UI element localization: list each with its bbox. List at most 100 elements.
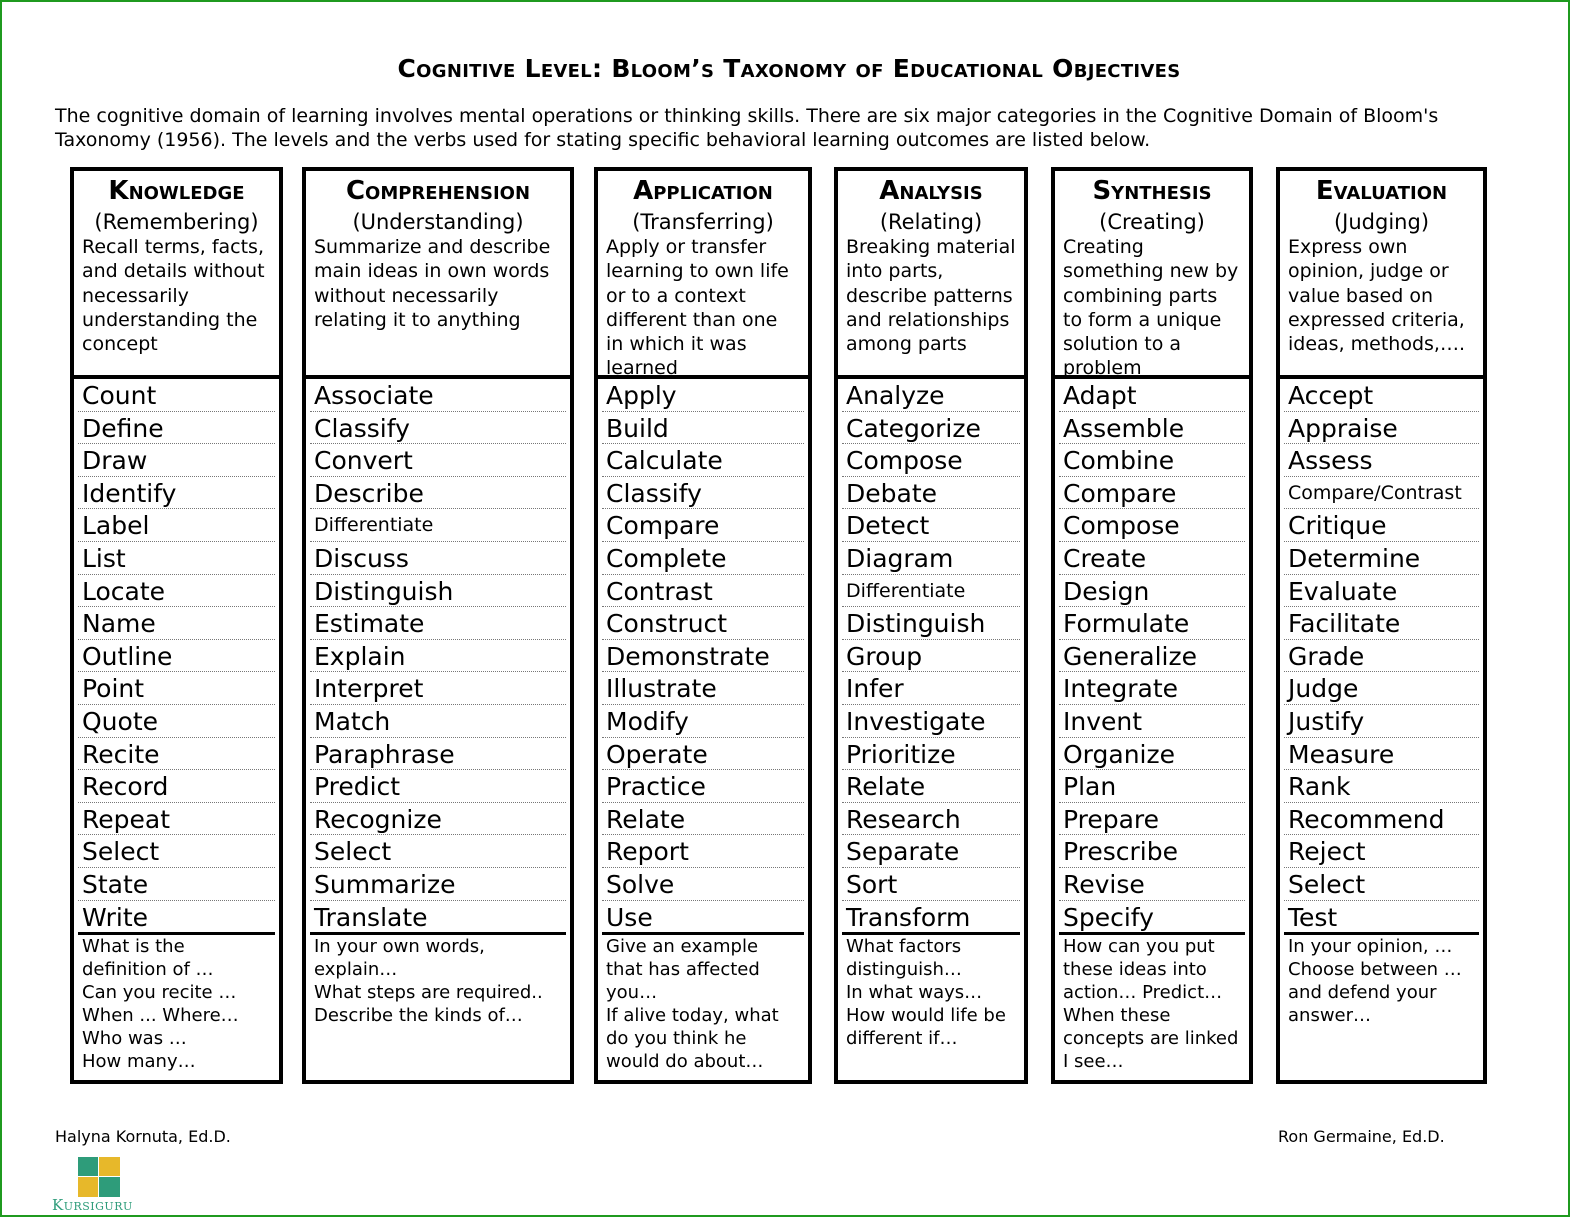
level-description: Recall terms, facts, and details without… — [82, 236, 265, 356]
verb-item: Report — [602, 835, 804, 868]
verb-item: Determine — [1284, 542, 1479, 575]
question-prompt: When these concepts are linked I see… — [1063, 1005, 1239, 1073]
verb-item: Test — [1284, 901, 1479, 936]
verb-item: Name — [78, 607, 275, 640]
verb-item: Predict — [310, 770, 566, 803]
verb-item: Discuss — [310, 542, 566, 575]
verb-item: Invent — [1059, 705, 1245, 738]
verb-item: Justify — [1284, 705, 1479, 738]
verb-item: Complete — [602, 542, 804, 575]
verb-item: Investigate — [842, 705, 1020, 738]
level-name: Application — [633, 176, 773, 206]
logo-text: Kursiguru — [52, 1196, 133, 1214]
question-prompt: When ... Where… — [82, 1005, 239, 1027]
verb-item: Integrate — [1059, 672, 1245, 705]
question-prompt: In your opinion, … — [1288, 936, 1453, 958]
question-prompt: What factors distinguish… — [846, 936, 962, 981]
level-subtitle: (Understanding) — [352, 210, 524, 234]
verb-item: Convert — [310, 444, 566, 477]
verb-item: Differentiate — [842, 575, 1020, 608]
verb-item: Create — [1059, 542, 1245, 575]
question-prompts: In your opinion, … Choose between … and d… — [1280, 935, 1483, 1027]
verb-item: Differentiate — [310, 509, 566, 542]
verb-item: Describe — [310, 477, 566, 510]
verb-item: Evaluate — [1284, 575, 1479, 608]
author-left: Halyna Kornuta, Ed.D. — [55, 1127, 231, 1146]
question-prompt: Give an example that has affected you… — [606, 936, 760, 1004]
verb-item: Sort — [842, 868, 1020, 901]
verb-item: Design — [1059, 575, 1245, 608]
question-prompts: What factors distinguish… In what ways… Ho… — [838, 935, 1024, 1050]
puzzle-logo-icon — [78, 1157, 120, 1197]
verb-item: Prioritize — [842, 738, 1020, 771]
verb-item: Select — [78, 835, 275, 868]
page-title: Cognitive Level: Bloom’s Taxonomy of Edu… — [397, 54, 1181, 83]
verb-item: Paraphrase — [310, 738, 566, 771]
verb-item: Distinguish — [310, 575, 566, 608]
question-prompts: How can you put these ideas into action…… — [1055, 935, 1249, 1073]
column-header: Synthesis (Creating) Creating something … — [1055, 171, 1249, 379]
verb-item: Assess — [1284, 444, 1479, 477]
verb-item: Contrast — [602, 575, 804, 608]
verb-item: Specify — [1059, 901, 1245, 936]
verb-item: Recite — [78, 738, 275, 771]
verb-item: Illustrate — [602, 672, 804, 705]
verb-item: Count — [78, 379, 275, 412]
column-synthesis: Synthesis (Creating) Creating something … — [1051, 167, 1253, 1084]
question-prompt: Can you recite … — [82, 982, 237, 1004]
verb-item: Write — [78, 901, 275, 936]
column-knowledge: Knowledge (Remembering) Recall terms, fa… — [70, 167, 283, 1084]
column-header: Knowledge (Remembering) Recall terms, fa… — [74, 171, 279, 379]
verb-list: Analyze Categorize Compose Debate Detect Diag… — [842, 379, 1020, 936]
level-description: Creating something new by combining part… — [1063, 236, 1239, 379]
verb-item: Associate — [310, 379, 566, 412]
verb-item: List — [78, 542, 275, 575]
verb-item: Diagram — [842, 542, 1020, 575]
verb-item: Compose — [842, 444, 1020, 477]
verb-item: Define — [78, 412, 275, 445]
verb-item: Assemble — [1059, 412, 1245, 445]
question-prompt: If alive today, what do you think he wou… — [606, 1005, 779, 1073]
verb-item: Match — [310, 705, 566, 738]
verb-item: Explain — [310, 640, 566, 673]
verb-item: Compare — [602, 509, 804, 542]
verb-item: Locate — [78, 575, 275, 608]
question-prompt: What steps are required.. — [314, 982, 543, 1004]
verb-item: Recommend — [1284, 803, 1479, 836]
intro-paragraph: The cognitive domain of learning involve… — [55, 105, 1439, 151]
column-header: Evaluation (Judging) Express own opinion… — [1280, 171, 1483, 379]
verb-item: Grade — [1284, 640, 1479, 673]
verb-list: Apply Build Calculate Classify Compare Comple… — [602, 379, 804, 936]
level-name: Synthesis — [1092, 176, 1212, 206]
verb-item: Practice — [602, 770, 804, 803]
level-description: Breaking material into parts, describe p… — [846, 236, 1016, 356]
verb-item: Adapt — [1059, 379, 1245, 412]
question-prompts: In your own words, explain… What steps ar… — [306, 935, 570, 1027]
question-prompt: What is the definition of … — [82, 936, 214, 981]
verb-item: Measure — [1284, 738, 1479, 771]
verb-item: Recognize — [310, 803, 566, 836]
verb-item: Revise — [1059, 868, 1245, 901]
verb-item: Draw — [78, 444, 275, 477]
verb-item: Point — [78, 672, 275, 705]
verb-item: Estimate — [310, 607, 566, 640]
verb-item: Compare/Contrast — [1284, 477, 1479, 510]
verb-item: Classify — [310, 412, 566, 445]
verb-item: Categorize — [842, 412, 1020, 445]
verb-item: Distinguish — [842, 607, 1020, 640]
question-prompt: How many… — [82, 1051, 196, 1073]
verb-item: Construct — [602, 607, 804, 640]
verb-item: Compare — [1059, 477, 1245, 510]
question-prompt: In your own words, explain… — [314, 936, 485, 981]
verb-item: Critique — [1284, 509, 1479, 542]
verb-item: Operate — [602, 738, 804, 771]
verb-item: Combine — [1059, 444, 1245, 477]
level-subtitle: (Creating) — [1099, 210, 1205, 234]
verb-item: Calculate — [602, 444, 804, 477]
verb-item: Prescribe — [1059, 835, 1245, 868]
level-name: Knowledge — [108, 176, 245, 206]
level-subtitle: (Relating) — [879, 210, 983, 234]
verb-list: Count Define Draw Identify Label List Locate Na… — [78, 379, 275, 936]
verb-item: Outline — [78, 640, 275, 673]
verb-item: Plan — [1059, 770, 1245, 803]
